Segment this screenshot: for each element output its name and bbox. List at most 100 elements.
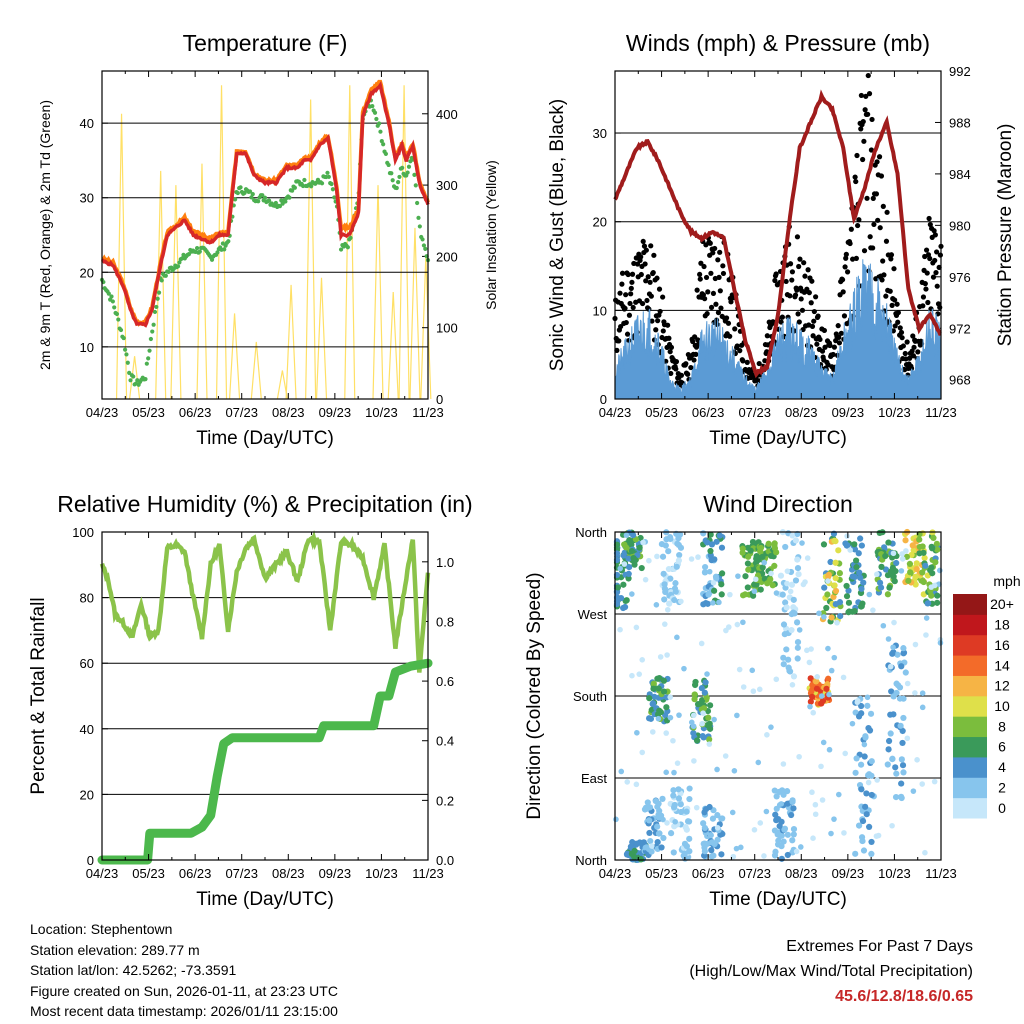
dewpoint-point xyxy=(122,347,128,352)
x-tick-label: 07/23 xyxy=(738,866,771,881)
gust-point xyxy=(657,308,663,315)
x-tick-label: 11/23 xyxy=(925,866,957,881)
wind-direction-point xyxy=(695,554,701,560)
wind-direction-point xyxy=(699,720,705,727)
gust-point xyxy=(708,270,714,276)
wind-direction-point xyxy=(629,591,635,597)
wind-direction-point xyxy=(700,601,707,608)
wind-direction-point xyxy=(664,606,671,613)
gust-point xyxy=(815,313,821,319)
wind-direction-point xyxy=(650,680,657,687)
wind-direction-point xyxy=(704,600,711,607)
gust-point xyxy=(720,263,726,269)
wind-direction-point xyxy=(676,551,683,559)
y2-tick-label: 0 xyxy=(436,392,443,407)
dewpoint-point xyxy=(150,329,155,334)
wind-direction-point xyxy=(700,820,707,827)
wind-direction-point xyxy=(874,777,880,783)
wind-direction-point xyxy=(626,537,633,544)
gust-point xyxy=(873,191,880,197)
temp-2m-line xyxy=(101,81,430,328)
wind-direction-point xyxy=(890,550,897,557)
dewpoint-point xyxy=(406,164,412,169)
wind-direction-point xyxy=(852,769,859,776)
wind-direction-point xyxy=(664,652,670,658)
x-tick-label: 09/23 xyxy=(832,866,865,881)
x-tick-label: 10/23 xyxy=(365,866,398,881)
wind-direction-point xyxy=(636,671,643,677)
gust-point xyxy=(651,252,657,258)
wind-direction-point xyxy=(773,549,780,556)
wind-direction-point xyxy=(749,538,757,546)
wind-direction-point xyxy=(667,714,674,721)
wind-direction-point xyxy=(893,559,900,567)
gust-point xyxy=(858,126,864,132)
wind-direction-point xyxy=(780,761,787,767)
dewpoint-point xyxy=(233,197,238,202)
gust-point xyxy=(792,292,799,298)
wind-direction-point xyxy=(902,537,909,544)
gust-point xyxy=(830,351,836,358)
wind-direction-point xyxy=(828,830,834,837)
x-tick-label: 05/23 xyxy=(645,866,678,881)
wind-direction-point xyxy=(916,536,923,543)
wind-direction-point xyxy=(625,575,632,582)
wind-direction-point xyxy=(752,576,759,583)
y-axis-label: 2m & 9m T (Red, Orange) & 2m Td (Green) xyxy=(37,100,53,370)
wind-direction-point xyxy=(890,644,896,651)
y-tick-label: 10 xyxy=(80,340,94,355)
gust-point xyxy=(691,357,697,363)
wind-direction-point xyxy=(851,541,858,548)
wind-direction-point xyxy=(823,604,830,612)
wind-direction-point xyxy=(659,553,667,560)
wind-direction-point xyxy=(792,577,800,584)
wind-direction-point xyxy=(740,619,746,626)
wind-direction-point xyxy=(899,556,906,562)
wind-direction-point xyxy=(643,805,651,812)
wind-direction-point xyxy=(854,699,861,706)
wind-direction-point xyxy=(630,532,637,539)
dewpoint-point xyxy=(415,200,420,206)
gust-point xyxy=(642,261,648,267)
wind-direction-point xyxy=(896,695,904,702)
dewpoint-point xyxy=(379,138,384,144)
gust-point xyxy=(865,72,871,79)
wind-direction-point xyxy=(769,582,776,589)
wind-direction-point xyxy=(761,853,767,859)
wind-direction-point xyxy=(705,714,712,721)
x-tick-label: 08/23 xyxy=(785,866,818,881)
wind-direction-point xyxy=(681,665,687,672)
wind-direction-point xyxy=(899,762,907,769)
wind-direction-point xyxy=(713,575,720,582)
y2-tick-label: 976 xyxy=(949,270,971,285)
gust-point xyxy=(668,344,675,350)
wind-direction-point xyxy=(735,573,741,579)
gust-point xyxy=(930,274,937,280)
location-text: Location: Stephentown xyxy=(30,921,173,937)
x-tick-label: 06/23 xyxy=(179,866,212,881)
gust-point xyxy=(915,349,921,355)
wind-direction-point xyxy=(847,547,853,553)
wind-direction-point xyxy=(912,690,918,696)
wind-direction-point xyxy=(656,830,663,837)
gust-point xyxy=(907,355,913,361)
wind-direction-point xyxy=(837,613,844,620)
dewpoint-point xyxy=(222,247,227,252)
gust-point xyxy=(922,281,928,287)
gust-point xyxy=(840,289,846,295)
wind-direction-point xyxy=(878,563,885,570)
wind-direction-point xyxy=(807,703,813,710)
y-tick-label: 20 xyxy=(80,787,94,802)
x-tick-label: 11/23 xyxy=(412,405,444,420)
gust-point xyxy=(628,285,634,291)
wind-direction-point xyxy=(900,645,907,652)
gust-point xyxy=(703,274,710,281)
gust-point xyxy=(704,311,710,317)
wind-direction-point xyxy=(782,543,789,551)
wind-direction-point xyxy=(802,579,808,585)
dewpoint-point xyxy=(143,376,148,382)
gust-point xyxy=(634,261,641,267)
wind-direction-point xyxy=(742,591,749,598)
wind-direction-point xyxy=(670,787,677,794)
gust-point xyxy=(856,217,862,223)
